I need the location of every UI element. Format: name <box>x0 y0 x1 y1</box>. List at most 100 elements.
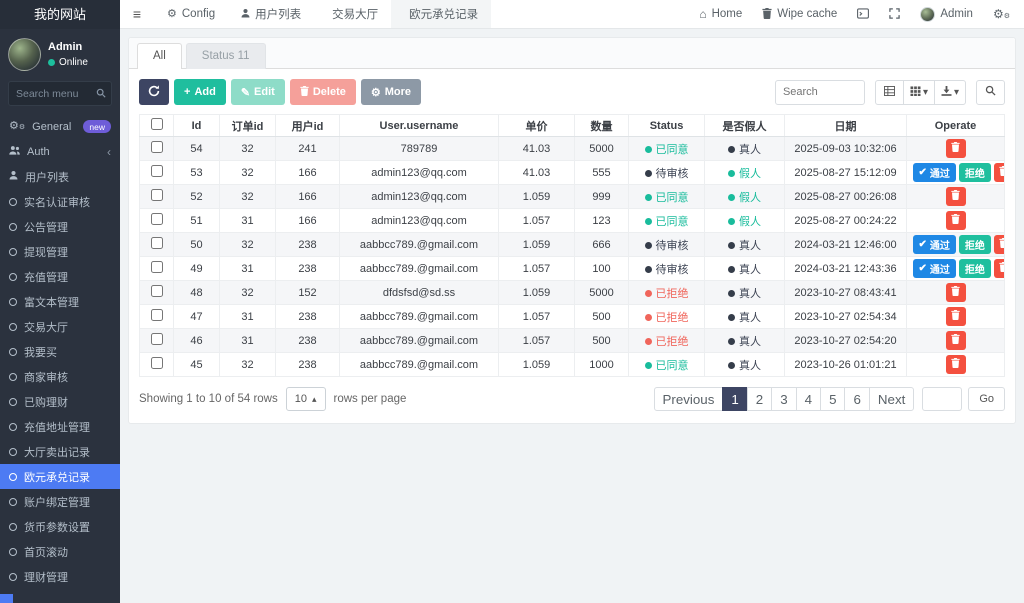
page-button-6[interactable]: 6 <box>844 387 870 411</box>
admin-menu[interactable]: Admin <box>910 0 983 28</box>
cell-order-id: 32 <box>219 136 276 161</box>
sidebar-item-withdraw-manage[interactable]: 提现管理 <box>0 239 120 264</box>
refresh-button[interactable] <box>139 79 169 105</box>
cell-user-id: 238 <box>275 256 340 281</box>
row-delete-button[interactable] <box>945 283 966 302</box>
wipe-cache-button[interactable]: Wipe cache <box>752 0 847 28</box>
sidebar-item-general[interactable]: ⚙⚙ General new <box>0 114 120 139</box>
row-delete-button[interactable] <box>945 331 966 350</box>
row-delete-button[interactable] <box>993 235 1004 254</box>
approve-button[interactable]: ✔ 通过 <box>912 163 956 182</box>
row-checkbox[interactable] <box>150 261 163 273</box>
cell-fake: 假人 <box>704 208 785 233</box>
reject-button[interactable]: 拒绝 <box>958 259 991 278</box>
page-button-5[interactable]: 5 <box>820 387 846 411</box>
column-header: 用户id <box>275 114 340 137</box>
row-checkbox[interactable] <box>150 333 163 345</box>
reject-button[interactable]: 拒绝 <box>958 163 991 182</box>
sidebar-item-realname-audit[interactable]: 实名认证审核 <box>0 189 120 214</box>
approve-button[interactable]: ✔ 通过 <box>912 259 956 278</box>
settings-button[interactable]: ⚙⚙ <box>983 0 1020 28</box>
row-checkbox[interactable] <box>150 165 163 177</box>
row-delete-button[interactable] <box>993 259 1004 278</box>
hamburger-icon[interactable]: ≡ <box>132 6 142 22</box>
toggle-view-button[interactable] <box>874 79 904 105</box>
sidebar-item-label: 已购理财 <box>24 396 68 409</box>
cell-status: 已同意 <box>628 352 705 377</box>
page-button-4[interactable]: 4 <box>795 387 822 411</box>
sidebar-item-recharge-manage[interactable]: 充值管理 <box>0 264 120 289</box>
previous-page-button[interactable]: Previous <box>653 387 724 411</box>
sidebar-item-currency-params[interactable]: 货币参数设置 <box>0 514 120 539</box>
rows-per-page-text: rows per page <box>333 393 407 405</box>
page-button-1[interactable]: 1 <box>722 387 748 411</box>
sidebar-item-trade-hall[interactable]: 交易大厅 <box>0 314 120 339</box>
row-checkbox[interactable] <box>150 309 163 321</box>
sidebar-item-finance-manage[interactable]: 理财管理 <box>0 564 120 589</box>
sidebar-item-purchased-finance[interactable]: 已购理财 <box>0 389 120 414</box>
row-delete-button[interactable] <box>945 355 966 374</box>
fullscreen-button[interactable] <box>879 0 910 28</box>
more-button[interactable]: ⚙ More <box>360 79 422 105</box>
cell-operate <box>906 280 1005 305</box>
sidebar-item-recharge-address[interactable]: 充值地址管理 <box>0 414 120 439</box>
row-delete-button[interactable] <box>945 187 966 206</box>
row-delete-button[interactable] <box>993 163 1004 182</box>
status-badge: 已同意 <box>644 360 689 372</box>
row-delete-button[interactable] <box>945 211 966 230</box>
row-checkbox[interactable] <box>150 237 163 249</box>
trash-icon <box>951 358 960 371</box>
sidebar-item-auth[interactable]: Auth ‹ <box>0 139 120 164</box>
select-all-checkbox[interactable] <box>150 118 163 130</box>
columns-button[interactable]: ▾ <box>902 79 935 105</box>
export-button[interactable]: ▾ <box>933 79 966 105</box>
sidebar-item-merchant-audit[interactable]: 商家审核 <box>0 364 120 389</box>
table-search-input[interactable] <box>774 79 865 105</box>
sidebar-item-account-binding[interactable]: 账户绑定管理 <box>0 489 120 514</box>
sidebar-item-label: 充值管理 <box>24 271 68 284</box>
sidebar-item-richtext-manage[interactable]: 富文本管理 <box>0 289 120 314</box>
cell-username: aabbcc789.@gmail.com <box>339 256 499 281</box>
search-toggle-button[interactable] <box>976 79 1005 105</box>
cell-price: 1.057 <box>498 328 575 353</box>
topnav-tab-config[interactable]: ⚙ Config <box>154 0 228 28</box>
topnav-tab-user-list[interactable]: 用户列表 <box>228 0 314 28</box>
reject-button[interactable]: 拒绝 <box>958 235 991 254</box>
sidebar-item-want-buy[interactable]: 我要买 <box>0 339 120 364</box>
go-button[interactable]: Go <box>968 387 1005 411</box>
topnav-tab-euro-exchange-records[interactable]: 欧元承兑记录 <box>391 0 492 28</box>
page-size-dropdown[interactable]: 10 ▴ <box>285 387 326 411</box>
page-button-3[interactable]: 3 <box>771 387 797 411</box>
edit-button[interactable]: ✎ Edit <box>230 79 285 105</box>
cell-price: 1.059 <box>498 352 575 377</box>
circle-o-icon <box>9 472 17 481</box>
sidebar-item-label: 大厅卖出记录 <box>24 446 90 459</box>
cell-price: 1.057 <box>498 256 575 281</box>
topnav-tab-trade-hall[interactable]: 交易大厅 <box>314 0 391 28</box>
sidebar-item-euro-exchange-records[interactable]: 欧元承兑记录 <box>0 464 120 489</box>
row-checkbox[interactable] <box>150 141 163 153</box>
sidebar-item-notice-manage[interactable]: 公告管理 <box>0 214 120 239</box>
terminal-button[interactable] <box>847 0 879 28</box>
row-delete-button[interactable] <box>945 139 966 158</box>
row-checkbox[interactable] <box>150 189 163 201</box>
row-checkbox[interactable] <box>150 357 163 369</box>
sidebar-search-input[interactable] <box>8 81 112 106</box>
row-checkbox[interactable] <box>150 213 163 225</box>
sidebar-item-hall-sell-records[interactable]: 大厅卖出记录 <box>0 439 120 464</box>
approve-button[interactable]: ✔ 通过 <box>912 235 956 254</box>
next-page-button[interactable]: Next <box>868 387 915 411</box>
page-jump-input[interactable] <box>922 387 963 411</box>
row-delete-button[interactable] <box>945 307 966 326</box>
home-button[interactable]: ⌂ Home <box>699 7 743 21</box>
page-button-2[interactable]: 2 <box>746 387 773 411</box>
status-dot-icon <box>644 169 652 177</box>
sidebar-item-home-scroll[interactable]: 首页滚动 <box>0 539 120 564</box>
sidebar-item-user-list[interactable]: 用户列表 <box>0 164 120 189</box>
delete-button[interactable]: Delete <box>289 79 356 105</box>
panel-tab-0[interactable]: All <box>137 43 182 69</box>
panel-tab-1[interactable]: Status 11 <box>185 43 266 69</box>
add-button[interactable]: + Add <box>174 79 226 105</box>
circle-o-icon <box>9 297 17 306</box>
row-checkbox[interactable] <box>150 285 163 297</box>
